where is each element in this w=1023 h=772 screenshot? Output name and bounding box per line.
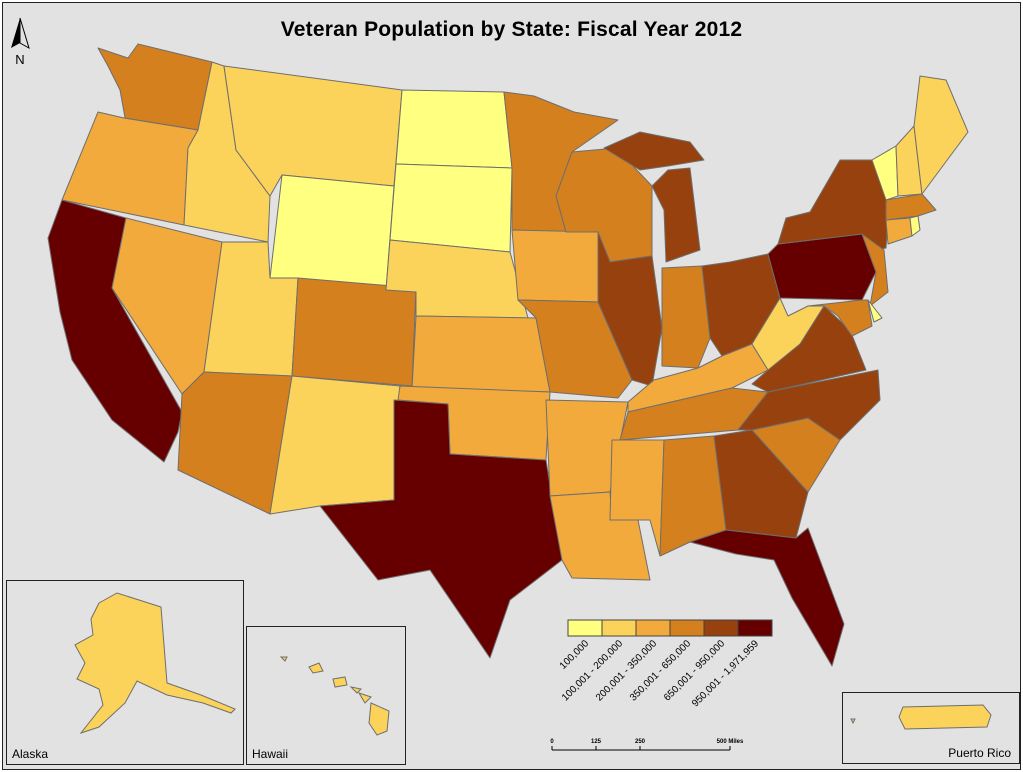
state-DE[interactable] [867,299,883,323]
state-MI[interactable] [603,131,705,263]
alaska-shape[interactable] [7,581,243,764]
state-GA[interactable] [713,429,809,539]
state-KS[interactable] [411,315,551,393]
state-CO[interactable] [291,277,417,387]
state-AZ[interactable] [177,371,293,515]
hawaii-label: Hawaii [252,747,289,761]
north-arrow-icon: N [11,17,30,67]
state-TX[interactable] [319,399,563,659]
legend-label: 100,001 - 200,000 [560,638,625,703]
scale-label: 250 [635,739,646,745]
state-IN[interactable] [661,265,711,369]
hawaii-inset: Hawaii [246,626,406,765]
state-ND[interactable] [395,89,513,169]
puerto-rico-shape[interactable] [843,693,1019,763]
state-NY[interactable] [777,159,891,251]
hawaii-shape[interactable] [247,627,405,764]
state-ME[interactable] [913,75,969,195]
legend-swatch [601,619,637,637]
scale-label: 0 [550,739,554,745]
puerto-rico-label: Puerto Rico [948,746,1011,760]
scale-bar: 0 125 250 500 Miles [550,739,744,751]
state-IA[interactable] [511,229,611,303]
legend-label: 350,001 - 650,000 [628,638,693,703]
state-IL[interactable] [597,231,663,387]
north-label: N [15,52,24,67]
state-WY[interactable] [269,174,395,291]
legend-swatch [703,619,739,637]
state-RI[interactable] [909,215,921,237]
legend-label: 200,001 - 350,000 [594,638,659,703]
legend-label: 950,001 - 1,971,959 [690,638,761,709]
scale-label: 125 [591,739,602,745]
legend-swatch [635,619,671,637]
legend-swatch [737,619,773,637]
legend-swatch [669,619,705,637]
scale-label: 500 Miles [717,739,744,745]
state-CT[interactable] [885,217,913,245]
state-FL[interactable] [689,527,845,667]
state-MS[interactable] [609,439,665,557]
legend-swatch [567,619,603,637]
alaska-label: Alaska [12,747,49,761]
legend-label: 650,001 - 950,000 [662,638,727,703]
state-SD[interactable] [389,163,513,253]
map-title: Veteran Population by State: Fiscal Year… [280,18,743,41]
state-NM[interactable] [269,375,401,515]
puerto-rico-inset: Puerto Rico [842,692,1020,764]
state-MD[interactable] [807,299,873,337]
state-NJ[interactable] [861,233,889,307]
alaska-inset: Alaska [6,580,244,765]
state-PA[interactable] [767,233,877,301]
